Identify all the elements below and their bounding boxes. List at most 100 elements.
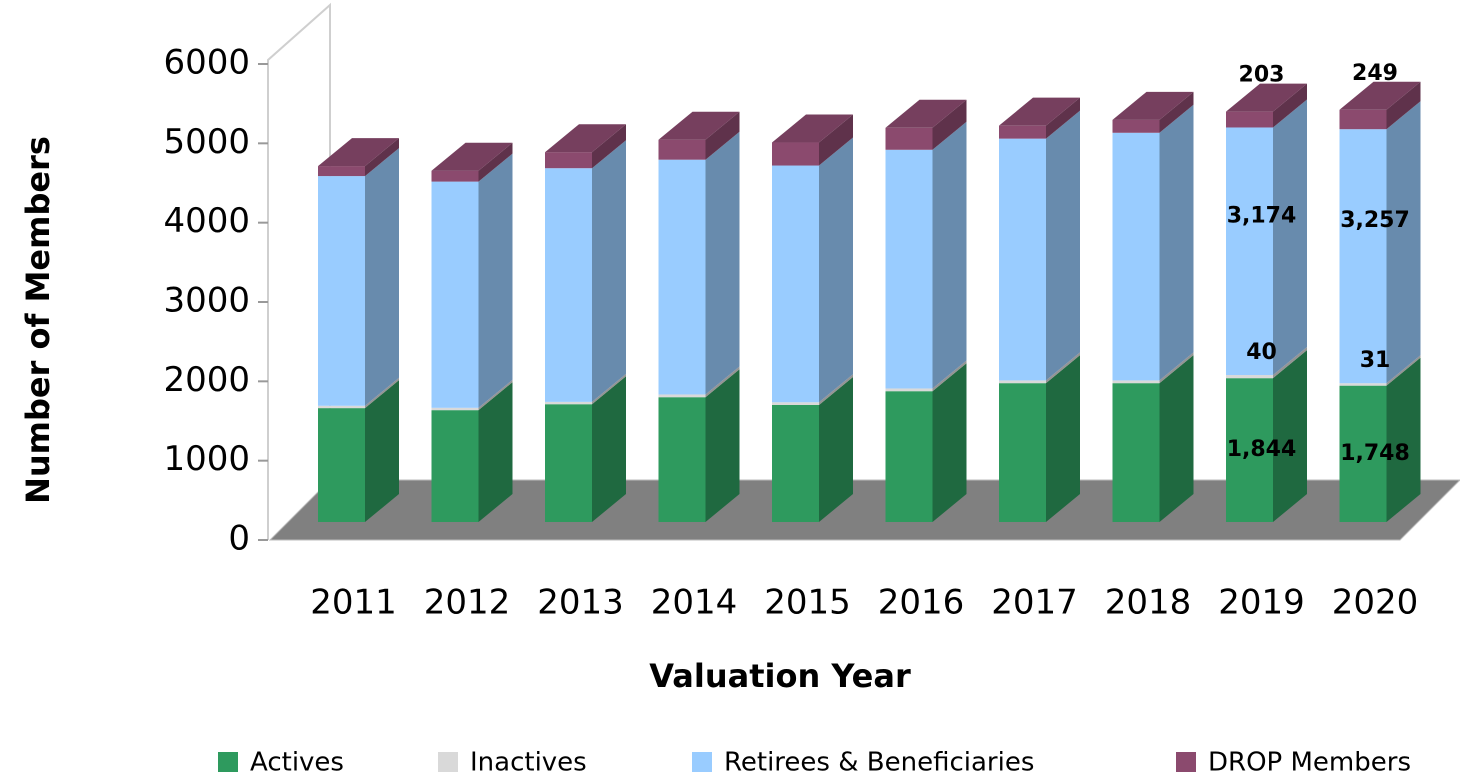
bar <box>999 125 1046 139</box>
bar-side <box>365 380 399 522</box>
y-tick-label: 0 <box>228 519 250 559</box>
bar <box>999 383 1046 522</box>
value-label: 1,844 <box>1227 437 1297 462</box>
bar <box>318 176 365 406</box>
bar-side <box>1159 104 1194 381</box>
bar-top <box>431 142 513 171</box>
bar <box>318 166 365 177</box>
bar-top <box>772 114 853 143</box>
bar-side <box>365 377 399 409</box>
bar <box>1226 127 1273 376</box>
x-tick-label: 2012 <box>424 583 511 623</box>
value-label: 3,257 <box>1340 208 1410 233</box>
value-label: 1,748 <box>1340 441 1410 466</box>
bar-side <box>705 369 740 522</box>
bar-top <box>545 124 626 153</box>
bar <box>545 168 592 402</box>
bar-side <box>365 138 399 177</box>
x-tick-label: 2014 <box>651 583 738 623</box>
bar-side <box>592 373 626 405</box>
bar <box>999 380 1046 384</box>
y-tick-label: 5000 <box>163 122 250 162</box>
bar-top <box>1226 83 1307 112</box>
bar <box>1226 111 1273 128</box>
bar <box>318 405 365 409</box>
bar-side <box>1273 350 1307 522</box>
bar-side <box>478 153 513 408</box>
bar-side <box>705 131 740 395</box>
y-tick-label: 1000 <box>163 439 250 479</box>
bar <box>885 149 933 389</box>
legend-label: DROP Members <box>1208 748 1411 778</box>
y-tick-label: 6000 <box>163 43 250 83</box>
bar <box>431 407 479 411</box>
bar-side <box>1159 91 1194 133</box>
legend-label: Inactives <box>470 748 587 778</box>
bar <box>658 159 706 395</box>
x-tick-label: 2019 <box>1218 583 1305 623</box>
value-label: 40 <box>1246 340 1277 365</box>
bar-side <box>819 114 853 166</box>
bar-top <box>885 99 967 128</box>
bar <box>1112 132 1160 381</box>
bar <box>318 408 365 522</box>
bar <box>999 138 1046 381</box>
bar-side <box>592 124 626 169</box>
x-tick-label: 2015 <box>764 583 851 623</box>
y-tick-label: 2000 <box>163 360 250 400</box>
bar <box>1339 385 1387 522</box>
bar-side <box>819 137 853 403</box>
bar-side <box>478 382 513 522</box>
bar <box>431 410 479 522</box>
y-tick-label: 4000 <box>163 201 250 241</box>
bar-top <box>999 97 1080 126</box>
bar <box>885 127 933 150</box>
bar-side <box>1046 110 1080 381</box>
bar-side <box>478 142 513 182</box>
bar-side <box>1159 352 1194 384</box>
bar <box>772 405 819 522</box>
bar <box>1339 129 1387 384</box>
bar <box>772 165 819 403</box>
bar <box>658 139 706 160</box>
bar <box>431 170 479 182</box>
bar <box>431 181 479 408</box>
bar-side <box>1386 357 1421 522</box>
legend-swatch <box>438 752 458 772</box>
legend-swatch <box>1176 752 1196 772</box>
value-label: 203 <box>1239 63 1285 88</box>
bar-side <box>932 99 967 150</box>
bar <box>772 402 819 405</box>
x-tick-label: 2020 <box>1332 583 1419 623</box>
bar <box>658 394 706 398</box>
bar-side <box>932 121 967 389</box>
x-tick-label: 2017 <box>991 583 1078 623</box>
bar <box>885 388 933 392</box>
bar <box>545 152 592 169</box>
x-tick-label: 2011 <box>310 583 397 623</box>
bar-side <box>592 376 626 522</box>
bar-top <box>1339 81 1421 110</box>
y-axis-title: Number of Members <box>19 136 57 504</box>
bar-side <box>932 363 967 522</box>
bar-side <box>1046 355 1080 522</box>
bar <box>545 404 592 522</box>
bar-top <box>1112 91 1194 120</box>
bar-side <box>1386 81 1421 130</box>
legend-swatch <box>218 752 238 772</box>
bar <box>772 142 819 166</box>
legend-label: Retirees & Beneficiaries <box>724 748 1034 778</box>
bar-side <box>1386 355 1421 386</box>
y-tick-label: 3000 <box>163 281 250 321</box>
bar <box>1112 383 1160 522</box>
x-axis-title: Valuation Year <box>649 657 911 695</box>
bar-top <box>658 111 740 140</box>
value-label: 3,174 <box>1227 203 1297 228</box>
bar <box>885 391 933 522</box>
bar-side <box>705 366 740 398</box>
bar <box>1226 375 1273 379</box>
bar-side <box>819 377 853 522</box>
legend-swatch <box>692 752 712 772</box>
bar-side <box>1273 83 1307 128</box>
